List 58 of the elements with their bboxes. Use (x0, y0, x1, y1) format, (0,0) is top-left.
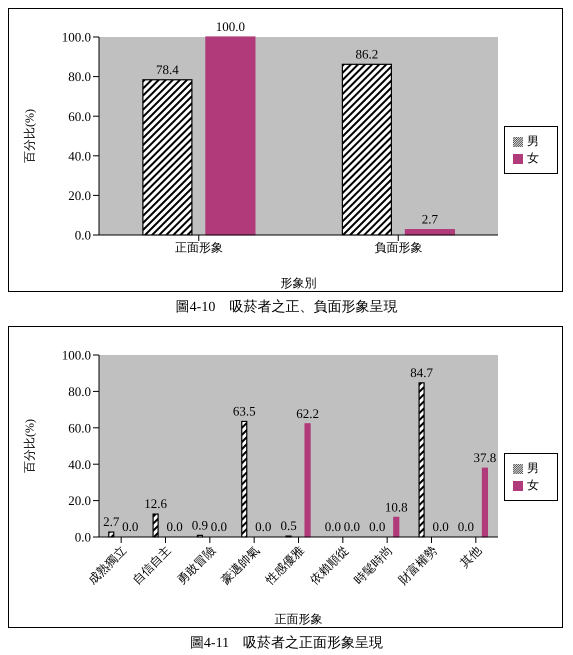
data-label: 10.8 (384, 499, 408, 514)
x-axis-title: 形象別 (280, 276, 316, 290)
bar (393, 516, 400, 538)
x-tick-label: 時髦時尚 (351, 543, 396, 588)
x-tick-label: 負面形象 (374, 240, 422, 255)
y-tick-label: 0.0 (74, 228, 91, 243)
bar (482, 468, 488, 538)
data-label: 0.9 (192, 517, 208, 532)
y-tick-label: 20.0 (68, 493, 91, 508)
y-tick-label: 20.0 (68, 188, 91, 204)
data-label: 0.0 (432, 519, 449, 534)
x-tick-label: 性感優雅 (262, 543, 307, 588)
y-tick-label: 60.0 (68, 420, 91, 436)
y-tick-label: 80.0 (68, 69, 91, 84)
bar (205, 36, 256, 236)
data-label: 2.7 (422, 212, 439, 227)
data-label: 86.2 (356, 46, 378, 62)
y-tick-label: 0.0 (74, 530, 91, 545)
y-axis-title: 百分比(%) (22, 419, 36, 473)
data-label: 0.0 (324, 519, 342, 534)
legend-label: 女 (527, 151, 539, 165)
data-label: 37.8 (474, 450, 496, 466)
data-label: 0.0 (369, 519, 386, 534)
x-tick-label: 豪邁帥氣 (218, 543, 262, 588)
x-tick-label: 自信自主 (130, 543, 174, 588)
x-tick-label: 財富權勢 (396, 543, 440, 588)
x-tick-label: 其他 (457, 543, 484, 570)
legend-label: 男 (527, 461, 539, 475)
x-tick-label: 成熟獨立 (85, 543, 130, 588)
data-label: 0.0 (166, 519, 183, 534)
data-label: 0.0 (458, 519, 474, 534)
data-label: 12.6 (144, 496, 168, 512)
y-tick-label: 60.0 (68, 108, 91, 124)
legend-label: 男 (527, 134, 539, 148)
data-label: 62.2 (296, 406, 319, 421)
y-tick-label: 100.0 (62, 348, 91, 363)
y-tick-label: 40.0 (68, 456, 91, 472)
data-label: 0.5 (280, 518, 297, 534)
data-label: 0.0 (122, 519, 138, 534)
y-tick-label: 40.0 (68, 148, 91, 164)
data-label: 78.4 (156, 62, 180, 77)
data-label: 100.0 (216, 19, 246, 34)
x-axis-title: 正面形象 (274, 612, 322, 626)
data-label: 63.5 (232, 403, 256, 418)
bar (304, 423, 311, 538)
caption: 圖4-10 吸菸者之正、負面形象呈現 (174, 298, 398, 316)
data-label: 0.0 (210, 519, 228, 534)
y-tick-label: 100.0 (62, 30, 91, 45)
caption: 圖4-11 吸菸者之正面形象呈現 (188, 634, 384, 652)
data-label: 0.0 (255, 519, 272, 534)
legend-label: 女 (527, 478, 539, 492)
data-label: 2.7 (103, 514, 120, 530)
x-tick-label: 勇敢冒險 (174, 543, 218, 588)
data-label: 84.7 (410, 364, 434, 380)
data-label: 0.0 (344, 519, 360, 534)
y-tick-label: 80.0 (68, 384, 91, 400)
x-tick-label: 依賴順從 (307, 543, 351, 588)
y-axis-title: 百分比(%) (22, 109, 36, 163)
